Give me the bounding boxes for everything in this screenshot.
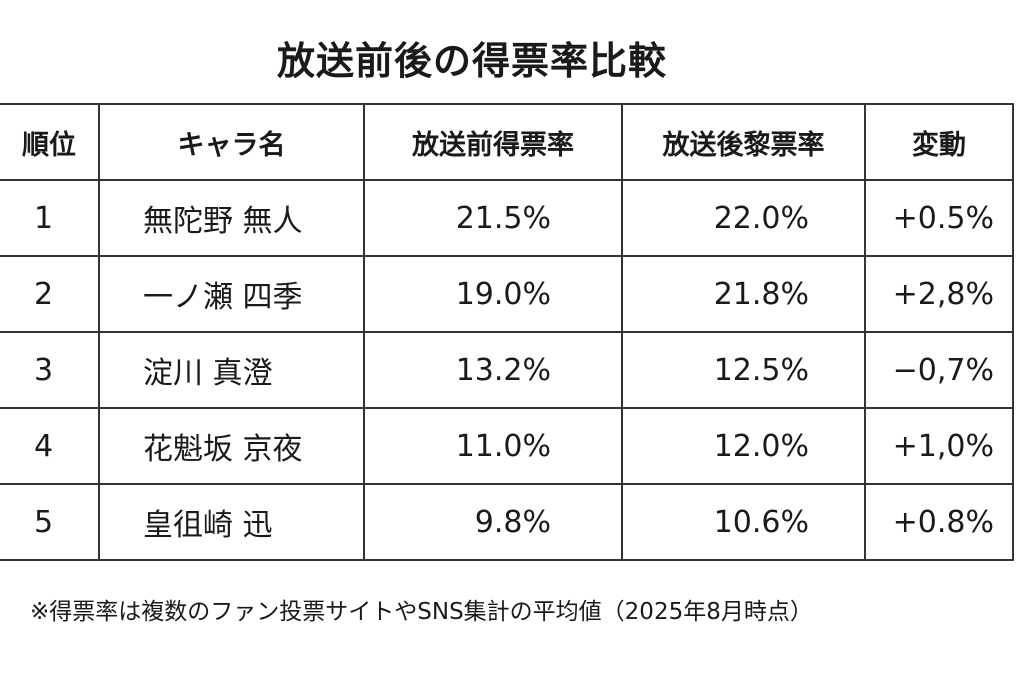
table-row: 5 皇徂崎 迅 9.8% 10.6% +0.8% [0,483,1014,561]
cell-rank: 4 [0,407,100,485]
table-row: 1 無陀野 無人 21.5% 22.0% +0.5% [0,179,1014,257]
cell-change: +0.8% [864,483,1014,561]
cell-after-rate: 12.0% [621,407,866,485]
cell-after-rate: 12.5% [621,331,866,409]
cell-after-rate: 22.0% [621,179,866,257]
cell-name: 花魁坂 京夜 [98,407,365,485]
header-change: 変動 [864,103,1014,181]
header-before-rate: 放送前得票率 [363,103,623,181]
cell-before-rate: 19.0% [363,255,623,333]
table-row: 4 花魁坂 京夜 11.0% 12.0% +1,0% [0,407,1014,485]
cell-name: 皇徂崎 迅 [98,483,365,561]
cell-change: +2,8% [864,255,1014,333]
cell-rank: 1 [0,179,100,257]
cell-rank: 2 [0,255,100,333]
cell-after-rate: 21.8% [621,255,866,333]
header-after-rate: 放送後黎票率 [621,103,866,181]
cell-after-rate: 10.6% [621,483,866,561]
table-row: 2 一ノ瀬 四季 19.0% 21.8% +2,8% [0,255,1014,333]
footnote: ※得票率は複数のファン投票サイトやSNS集計の平均値（2025年8月時点） [30,599,813,625]
cell-change: +0.5% [864,179,1014,257]
table-header-row: 順位 キャラ名 放送前得票率 放送後黎票率 変動 [0,103,1014,181]
cell-name: 淀川 真澄 [98,331,365,409]
table-row: 3 淀川 真澄 13.2% 12.5% −0,7% [0,331,1014,409]
cell-rank: 5 [0,483,100,561]
header-character-name: キャラ名 [98,103,365,181]
cell-before-rate: 9.8% [363,483,623,561]
header-rank: 順位 [0,103,100,181]
cell-before-rate: 21.5% [363,179,623,257]
cell-before-rate: 13.2% [363,331,623,409]
cell-change: −0,7% [864,331,1014,409]
vote-rate-table: 順位 キャラ名 放送前得票率 放送後黎票率 変動 1 無陀野 無人 21.5% … [0,103,1014,561]
page-title: 放送前後の得票率比較 [276,39,667,83]
cell-change: +1,0% [864,407,1014,485]
cell-rank: 3 [0,331,100,409]
cell-name: 無陀野 無人 [98,179,365,257]
cell-before-rate: 11.0% [363,407,623,485]
cell-name: 一ノ瀬 四季 [98,255,365,333]
